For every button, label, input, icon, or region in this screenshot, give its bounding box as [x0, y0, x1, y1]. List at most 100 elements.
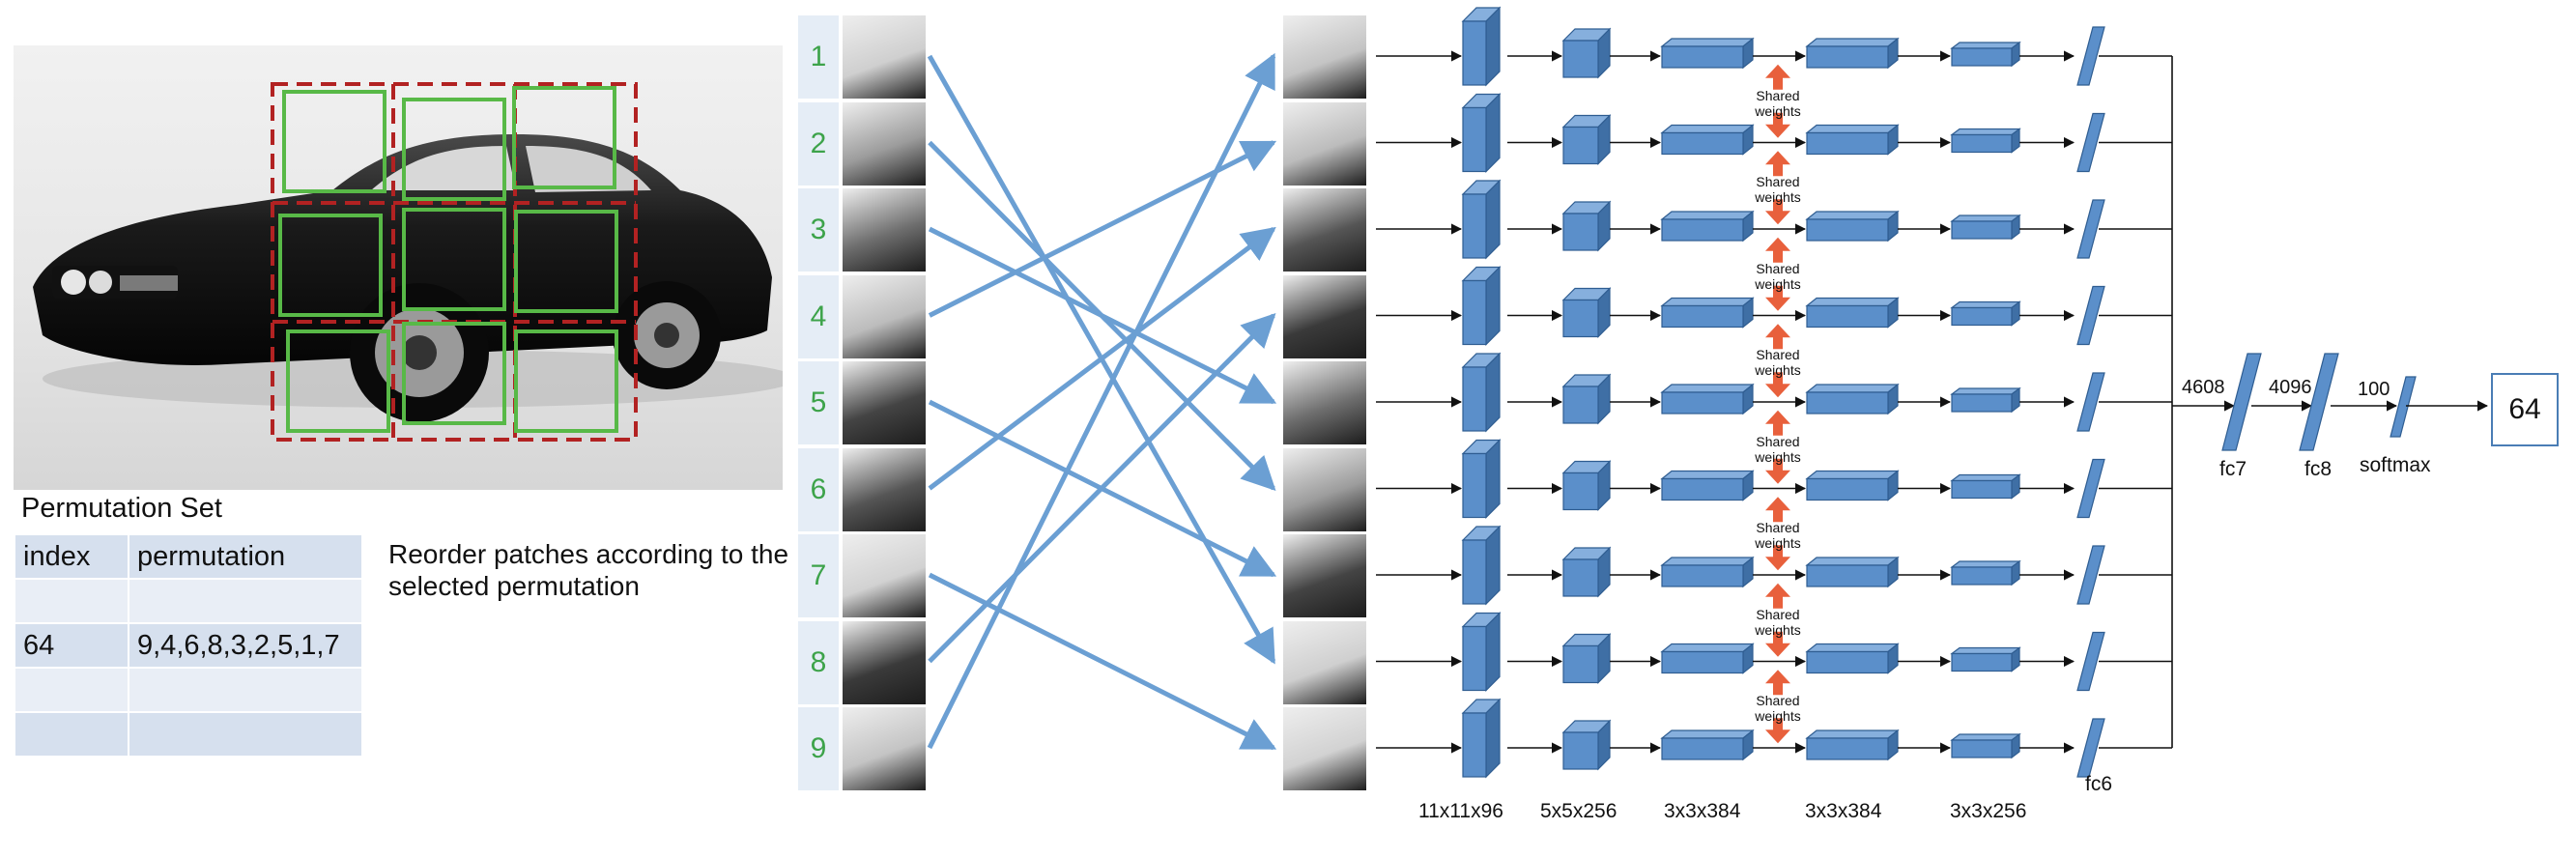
shared-down-arrow [1765, 545, 1790, 571]
car-illustration [33, 82, 783, 442]
conv3-box [1660, 124, 1755, 156]
conv3-box [1660, 37, 1755, 70]
shared-down-arrow [1765, 718, 1790, 744]
ordered-patch [843, 188, 926, 272]
output-class-box: 64 [2491, 373, 2559, 446]
header-index: index [15, 535, 128, 578]
conv1-box [1461, 525, 1502, 606]
conv2-box [1561, 200, 1612, 252]
table-cell [15, 580, 128, 622]
conv3-box [1660, 297, 1755, 329]
table-cell [129, 669, 361, 711]
fc6-bar [2076, 199, 2105, 259]
permuted-patch [1283, 101, 1366, 186]
shared-weights-label: Shared weights [1755, 433, 1801, 465]
conv1-box [1461, 179, 1502, 260]
shared-down-arrow [1765, 199, 1790, 225]
dim-4096: 4096 [2269, 377, 2312, 398]
layer-label-conv4: 3x3x384 [1805, 800, 1882, 822]
fc6-bar [2076, 631, 2105, 692]
conv3-box [1660, 729, 1755, 761]
table-cell: 9,4,6,8,3,2,5,1,7 [129, 624, 361, 667]
conv5-box [1950, 646, 2021, 672]
layer-label-conv3: 3x3x384 [1664, 800, 1741, 822]
ordered-patch [843, 620, 926, 704]
conv3-box [1660, 383, 1755, 415]
shared-up-arrow [1765, 151, 1790, 177]
ordered-patch [843, 534, 926, 617]
ordered-patch [843, 101, 926, 186]
conv1-box [1461, 93, 1502, 173]
softmax-bar [2390, 376, 2417, 438]
table-row [15, 580, 361, 622]
table-row [15, 669, 361, 711]
permuted-patch [1283, 274, 1366, 358]
patch-index-label: 2 [798, 101, 839, 186]
conv4-box [1805, 210, 1900, 243]
shared-up-arrow [1765, 64, 1790, 90]
layer-label-conv1: 11x11x96 [1418, 800, 1503, 822]
conv1-box [1461, 698, 1502, 779]
fc6-bar [2076, 458, 2105, 519]
shared-weights-label: Shared weights [1755, 693, 1801, 725]
shared-down-arrow [1765, 631, 1790, 657]
conv5-box [1950, 386, 2021, 414]
conv3-box [1660, 643, 1755, 674]
dim-100: 100 [2358, 379, 2390, 400]
conv3-box [1660, 470, 1755, 501]
conv5-box [1950, 300, 2021, 327]
permuted-patch [1283, 447, 1366, 531]
patch-index-label: 5 [798, 361, 839, 444]
dim-4608: 4608 [2182, 377, 2225, 398]
conv2-box [1561, 719, 1612, 771]
conv5-box [1950, 214, 2021, 241]
shared-weights-label: Shared weights [1755, 87, 1801, 119]
shared-down-arrow [1765, 458, 1790, 484]
patch-index-label: 3 [798, 188, 839, 272]
permutation-arrow [927, 52, 1276, 750]
conv4-box [1805, 37, 1900, 70]
conv4-box [1805, 124, 1900, 156]
patch-index-label: 1 [798, 15, 839, 99]
table-header-row: index permutation [15, 535, 361, 578]
layer-label-softmax: softmax [2360, 454, 2431, 476]
conv4-box [1805, 470, 1900, 501]
patch-index-label: 9 [798, 707, 839, 790]
fc6-bar [2076, 112, 2105, 173]
conv1-box [1461, 352, 1502, 433]
shared-up-arrow [1765, 583, 1790, 609]
conv4-box [1805, 556, 1900, 588]
table-row: 64 9,4,6,8,3,2,5,1,7 [15, 624, 361, 667]
shared-down-arrow [1765, 372, 1790, 398]
permuted-patch [1283, 707, 1366, 790]
table-cell: 64 [15, 624, 128, 667]
fc7-bar [2221, 353, 2262, 451]
conv5-box [1950, 473, 2021, 500]
permuted-patch [1283, 15, 1366, 99]
fc6-bar [2076, 26, 2105, 86]
conv2-box [1561, 287, 1612, 338]
permutation-table: index permutation 64 9,4,6,8,3,2,5,1,7 [14, 533, 363, 758]
permuted-patch [1283, 620, 1366, 704]
shared-weights-label: Shared weights [1755, 260, 1801, 292]
conv1-box [1461, 612, 1502, 692]
patch-index-label: 4 [798, 274, 839, 358]
conv4-box [1805, 383, 1900, 415]
shared-weights-label: Shared weights [1755, 174, 1801, 206]
conv5-box [1950, 559, 2021, 586]
shared-up-arrow [1765, 324, 1790, 350]
permuted-patch [1283, 188, 1366, 272]
conv4-box [1805, 297, 1900, 329]
fc6-bar [2076, 285, 2105, 346]
car-photo [14, 45, 783, 490]
shared-up-arrow [1765, 670, 1790, 696]
table-cell [15, 713, 128, 756]
shared-down-arrow [1765, 112, 1790, 138]
conv2-box [1561, 460, 1612, 511]
layer-label-fc6: fc6 [2085, 773, 2113, 795]
shared-down-arrow [1765, 285, 1790, 311]
conv2-box [1561, 546, 1612, 598]
ordered-patch [843, 274, 926, 358]
